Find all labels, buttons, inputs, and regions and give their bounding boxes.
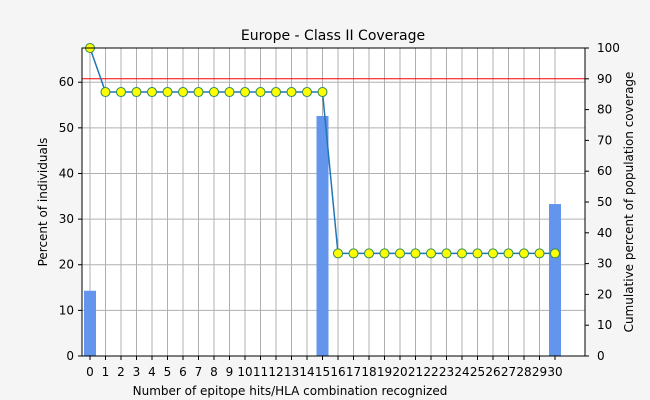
x-tick-label: 29 — [532, 365, 547, 379]
cumulative-point — [534, 248, 545, 259]
cumulative-point — [209, 87, 219, 98]
cumulative-point — [457, 248, 467, 259]
cumulative-point — [147, 87, 157, 98]
cumulative-point — [364, 248, 374, 259]
bar — [316, 115, 329, 356]
x-tick-label: 8 — [210, 365, 218, 379]
cumulative-point — [162, 87, 173, 98]
y-axis-right-label: Cumulative percent of population coverag… — [622, 72, 636, 333]
x-tick-label: 24 — [454, 365, 469, 379]
y-left-tick-label: 60 — [59, 75, 74, 89]
x-axis-label: Number of epitope hits/HLA combination r… — [133, 384, 448, 398]
y-right-tick-label: 0 — [597, 349, 605, 363]
bar — [84, 290, 96, 356]
x-tick-label: 9 — [226, 365, 234, 379]
cumulative-point — [333, 248, 343, 259]
cumulative-point — [317, 87, 328, 98]
cumulative-point — [286, 87, 297, 98]
chart-title: Europe - Class II Coverage — [241, 28, 425, 44]
x-tick-label: 10 — [237, 365, 252, 379]
x-tick-label: 22 — [423, 365, 438, 379]
cumulative-point — [302, 87, 312, 98]
x-tick-label: 30 — [547, 365, 562, 379]
y-left-tick-label: 40 — [59, 166, 74, 180]
y-right-tick-label: 100 — [597, 41, 620, 55]
cumulative-point — [426, 248, 436, 259]
y-right-tick-label: 10 — [597, 318, 612, 332]
y-right-tick-label: 30 — [597, 257, 612, 271]
y-right-tick-label: 90 — [597, 72, 612, 86]
cumulative-point — [395, 248, 405, 259]
x-tick-label: 3 — [133, 365, 141, 379]
x-tick-label: 23 — [439, 365, 454, 379]
cumulative-point — [271, 87, 281, 98]
x-tick-label: 28 — [516, 365, 531, 379]
x-tick-label: 18 — [361, 365, 376, 379]
x-tick-label: 16 — [330, 365, 345, 379]
cumulative-point — [131, 87, 142, 98]
cumulative-point — [348, 248, 359, 259]
cumulative-point — [410, 248, 421, 259]
y-left-ticks: 0 10 20 30 40 50 60 — [59, 75, 82, 363]
y-right-tick-label: 70 — [597, 133, 612, 147]
x-tick-label: 25 — [470, 365, 485, 379]
cumulative-point — [116, 87, 126, 98]
y-right-tick-label: 20 — [597, 287, 612, 301]
cumulative-point — [488, 248, 498, 259]
y-left-tick-label: 50 — [59, 121, 74, 135]
x-tick-label: 20 — [392, 365, 407, 379]
cumulative-point — [193, 87, 204, 98]
cumulative-point — [240, 87, 250, 98]
cumulative-point — [379, 248, 390, 259]
x-tick-label: 1 — [102, 365, 110, 379]
y-right-tick-label: 40 — [597, 226, 612, 240]
x-ticks: 0 1 2 3 4 5 6 7 8 9 10 11 12 13 14 15 16 17 18 19 20 21 22 23 24… — [86, 356, 563, 379]
y-left-tick-label: 30 — [59, 212, 74, 226]
cumulative-point — [255, 87, 266, 98]
x-tick-label: 21 — [408, 365, 423, 379]
cumulative-point — [472, 248, 483, 259]
x-tick-label: 4 — [148, 365, 156, 379]
x-tick-label: 19 — [377, 365, 392, 379]
cumulative-point — [100, 87, 111, 98]
y-right-tick-label: 50 — [597, 195, 612, 209]
x-tick-label: 7 — [195, 365, 203, 379]
x-tick-label: 17 — [346, 365, 361, 379]
cumulative-line-group — [85, 43, 560, 259]
y-right-tick-label: 80 — [597, 103, 612, 117]
y-right-tick-label: 60 — [597, 164, 612, 178]
cumulative-point — [178, 87, 188, 98]
y-left-tick-label: 0 — [66, 349, 74, 363]
x-tick-label: 2 — [117, 365, 125, 379]
bar — [549, 204, 561, 356]
cumulative-point — [441, 248, 452, 259]
x-tick-label: 13 — [284, 365, 299, 379]
cumulative-point — [503, 248, 514, 259]
y-left-tick-label: 10 — [59, 303, 74, 317]
y-axis-left-label: Percent of individuals — [36, 138, 50, 267]
x-tick-label: 0 — [86, 365, 94, 379]
x-tick-label: 11 — [253, 365, 268, 379]
x-tick-label: 27 — [501, 365, 516, 379]
x-tick-label: 14 — [299, 365, 314, 379]
cumulative-point — [550, 248, 560, 259]
y-left-tick-label: 20 — [59, 258, 74, 272]
x-tick-label: 12 — [268, 365, 283, 379]
cumulative-point — [519, 248, 529, 259]
x-tick-label: 6 — [179, 365, 187, 379]
x-tick-label: 26 — [485, 365, 500, 379]
x-tick-label: 5 — [164, 365, 172, 379]
cumulative-point — [224, 87, 235, 98]
x-tick-label: 15 — [315, 365, 330, 379]
y-right-ticks: 0 10 20 30 40 50 60 70 80 90 100 — [585, 41, 620, 363]
bars — [84, 115, 561, 356]
